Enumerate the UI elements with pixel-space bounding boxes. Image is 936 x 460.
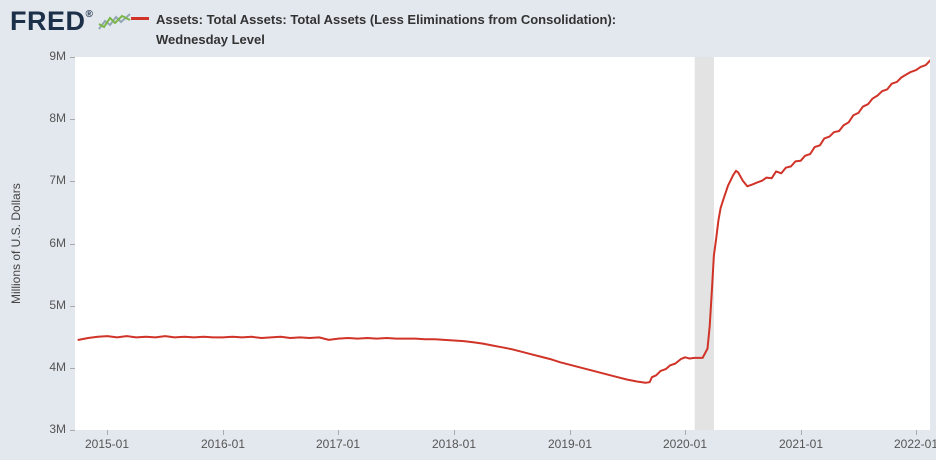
series-title-line1: Assets: Total Assets: Total Assets (Less…	[156, 12, 617, 27]
y-axis-title: Millions of U.S. Dollars	[9, 183, 23, 304]
x-tick-mark	[454, 430, 455, 435]
y-tick-mark	[70, 57, 75, 58]
x-tick-label: 2019-01	[547, 437, 593, 451]
y-tick-mark	[70, 368, 75, 369]
y-tick-label: 4M	[49, 359, 66, 374]
y-tick-label: 6M	[49, 235, 66, 250]
legend: Assets: Total Assets: Total Assets (Less…	[131, 10, 616, 50]
y-tick-label: 7M	[49, 173, 66, 188]
y-tick-label: 3M	[49, 422, 66, 436]
y-tick-label: 8M	[49, 111, 66, 126]
plot-area[interactable]	[75, 57, 930, 430]
x-tick-mark	[685, 430, 686, 435]
x-tick-mark	[338, 430, 339, 435]
header: FRED ® Assets: Total Assets: Total Assets…	[0, 0, 936, 56]
x-tick-mark	[107, 430, 108, 435]
registered-mark-icon: ®	[85, 9, 94, 20]
legend-line-marker	[131, 17, 149, 21]
x-axis: 2015-01 2016-01 2017-01 2018-01 2019-01 2020-…	[75, 430, 936, 456]
fred-logo-text: FRED	[10, 6, 86, 36]
x-tick-mark	[223, 430, 224, 435]
recession-shading-band	[694, 57, 714, 430]
x-tick-label: 2022-01	[893, 437, 936, 451]
y-tick-mark	[70, 430, 75, 431]
x-tick-label: 2015-01	[84, 437, 130, 451]
y-tick-mark	[70, 306, 75, 307]
x-tick-label: 2018-01	[431, 437, 477, 451]
data-series-line	[77, 59, 930, 384]
y-tick-label: 9M	[49, 49, 66, 63]
y-tick-label: 5M	[49, 297, 66, 312]
x-tick-label: 2021-01	[778, 437, 824, 451]
y-tick-mark	[70, 119, 75, 120]
fred-sparkline-icon	[98, 13, 132, 30]
x-tick-mark	[801, 430, 802, 435]
y-tick-mark	[70, 181, 75, 182]
x-tick-mark	[916, 430, 917, 435]
y-axis: 3M 4M 5M 6M 7M 8M 9M	[24, 49, 75, 436]
fred-logo[interactable]: FRED ®	[10, 6, 132, 37]
chart-svg	[77, 57, 930, 430]
series-title-line2: Wednesday Level	[156, 32, 265, 47]
x-tick-mark	[570, 430, 571, 435]
x-tick-label: 2020-01	[662, 437, 708, 451]
y-tick-mark	[70, 244, 75, 245]
x-tick-label: 2016-01	[200, 437, 246, 451]
x-tick-label: 2017-01	[315, 437, 361, 451]
